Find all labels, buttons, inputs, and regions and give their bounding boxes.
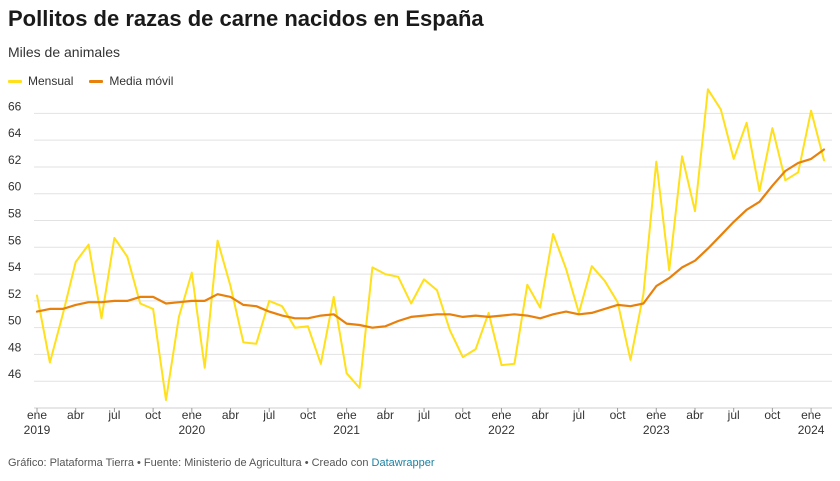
gridlines <box>34 112 832 409</box>
chart-title: Pollitos de razas de carne nacidos en Es… <box>8 6 484 31</box>
y-axis: 46 48 50 52 54 56 58 60 62 64 66 <box>8 99 22 381</box>
y-tick-label: 58 <box>8 207 22 221</box>
legend-swatch-media-movil <box>89 79 104 83</box>
x-tick-year: 2023 <box>643 423 670 437</box>
series-line-media-movil <box>35 148 826 329</box>
x-tick-year: 2021 <box>333 423 360 437</box>
x-tick-year: 2022 <box>488 423 515 437</box>
y-tick-label: 50 <box>8 314 22 328</box>
x-tick-label: oct <box>300 408 317 422</box>
y-tick-label: 64 <box>8 126 22 140</box>
x-tick-label: jul <box>107 408 120 422</box>
y-tick-label: 54 <box>8 260 22 274</box>
x-tick-label: oct <box>610 408 627 422</box>
legend-label-media-movil: Media móvil <box>109 74 174 88</box>
x-tick-year: 2019 <box>24 423 51 437</box>
x-tick-label: jul <box>572 408 585 422</box>
y-tick-label: 48 <box>8 340 22 354</box>
x-tick-label: oct <box>764 408 781 422</box>
x-tick-label: abr <box>222 408 239 422</box>
y-tick-label: 52 <box>8 287 22 301</box>
chart-subtitle: Miles de animales <box>8 44 121 60</box>
legend: Mensual Media móvil <box>8 74 173 88</box>
x-tick-label: ene <box>646 408 666 422</box>
x-tick-label: ene <box>182 408 202 422</box>
x-tick-label: abr <box>67 408 84 422</box>
x-tick-year: 2020 <box>178 423 205 437</box>
x-tick-label: jul <box>417 408 430 422</box>
legend-item-mensual: Mensual <box>8 74 73 88</box>
y-tick-label: 66 <box>8 99 22 113</box>
series-line-mensual <box>36 88 825 401</box>
x-tick-label: ene <box>337 408 357 422</box>
legend-label-mensual: Mensual <box>28 74 74 88</box>
x-tick-year: 2024 <box>798 423 825 437</box>
x-tick-label: ene <box>491 408 511 422</box>
x-tick-label: ene <box>27 408 47 422</box>
legend-item-media-movil: Media móvil <box>89 74 173 88</box>
y-tick-label: 60 <box>8 180 22 194</box>
x-tick-label: abr <box>377 408 394 422</box>
datawrapper-link[interactable]: Datawrapper <box>371 457 435 469</box>
series-lines <box>35 88 826 401</box>
x-tick-label: jul <box>262 408 275 422</box>
footer: Gráfico: Plataforma Tierra • Fuente: Min… <box>8 457 435 469</box>
x-tick-label: ene <box>801 408 821 422</box>
y-tick-label: 56 <box>8 233 22 247</box>
y-tick-label: 62 <box>8 153 22 167</box>
x-tick-label: jul <box>727 408 740 422</box>
y-tick-label: 46 <box>8 367 22 381</box>
x-tick-label: abr <box>686 408 703 422</box>
x-tick-label: abr <box>531 408 548 422</box>
x-tick-label: oct <box>145 408 162 422</box>
x-tick-label: oct <box>455 408 472 422</box>
legend-swatch-mensual <box>8 79 22 83</box>
footer-credits: Gráfico: Plataforma Tierra • Fuente: Min… <box>8 457 372 469</box>
